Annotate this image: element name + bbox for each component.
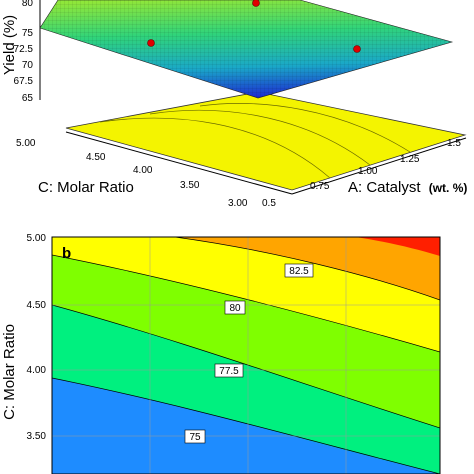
z-tick-label: 65 <box>22 93 34 104</box>
plot-frame <box>51 236 441 474</box>
z-tick-label: 72.5 <box>14 44 34 55</box>
z-axis-tick-labels: 80 75 72.5 70 67.5 65 <box>14 0 34 104</box>
contour-y-axis-label: C: Molar Ratio <box>1 324 18 420</box>
z-tick-label: 70 <box>22 60 34 71</box>
x-tick-label: 1.25 <box>400 154 420 165</box>
contour-floor-plane <box>65 91 467 191</box>
x-tick-label: 1.5 <box>447 138 461 149</box>
contour-label: 75 <box>189 432 201 443</box>
x-axis-label-unit: (wt. %) <box>429 181 468 195</box>
response-surface-panel: 80 75 72.5 70 67.5 65 Yield (%) 5.00 4.5… <box>1 0 467 209</box>
x-tick-label: 1.00 <box>358 166 378 177</box>
x-axis-tick-labels: 0.5 0.75 1.00 1.25 1.5 <box>262 138 461 209</box>
x-tick-label: 0.75 <box>310 181 330 192</box>
x-axis-label: A: Catalyst (wt. %) <box>348 179 467 196</box>
x-axis-label-main: A: Catalyst <box>348 179 421 196</box>
surface-mesh <box>40 0 452 98</box>
contour-value-labels: 75 77.5 80 82.5 <box>184 263 314 444</box>
y-tick-label: 4.50 <box>27 300 47 311</box>
y-tick-label: 4.50 <box>86 152 106 163</box>
design-points <box>147 0 361 53</box>
floor-contour-lines <box>99 103 411 179</box>
region-red <box>355 237 440 256</box>
design-point <box>252 0 260 7</box>
contour-panel: 75 77.5 80 82.5 b 5.00 4.50 4.00 3.50 C:… <box>1 233 441 474</box>
contour-line <box>174 237 440 301</box>
z-tick-label: 80 <box>22 0 34 9</box>
contour-line <box>52 377 440 474</box>
plot-grid <box>52 237 440 474</box>
contour-label: 77.5 <box>219 366 239 377</box>
contour-lines <box>52 237 440 474</box>
z-tick-label: 67.5 <box>14 76 34 87</box>
contour-label: 82.5 <box>289 266 309 277</box>
y-tick-label: 3.50 <box>27 431 47 442</box>
y-tick-label: 3.00 <box>228 198 248 209</box>
y-tick-label: 4.00 <box>133 165 153 176</box>
z-axis-label: Yield (%) <box>1 15 18 75</box>
contour-label: 80 <box>229 303 241 314</box>
y-tick-label: 5.00 <box>27 233 47 244</box>
y-axis-tick-labels: 5.00 4.50 4.00 3.50 3.00 <box>16 138 248 209</box>
design-point <box>147 39 155 47</box>
contour-line <box>52 304 440 429</box>
contour-y-tick-labels: 5.00 4.50 4.00 3.50 <box>27 233 47 442</box>
y-tick-label: 4.00 <box>27 365 47 376</box>
z-tick-label: 75 <box>22 28 34 39</box>
x-axis-line <box>291 137 467 195</box>
panel-label: b <box>62 245 71 262</box>
y-tick-label: 5.00 <box>16 138 36 149</box>
design-point <box>353 45 361 53</box>
y-axis-label: C: Molar Ratio <box>38 179 134 196</box>
contour-line <box>52 254 440 353</box>
contour-regions <box>52 237 440 474</box>
x-tick-label: 0.5 <box>262 198 276 209</box>
region-orange <box>175 237 440 300</box>
y-axis-line <box>65 131 293 195</box>
y-tick-label: 3.50 <box>180 180 200 191</box>
